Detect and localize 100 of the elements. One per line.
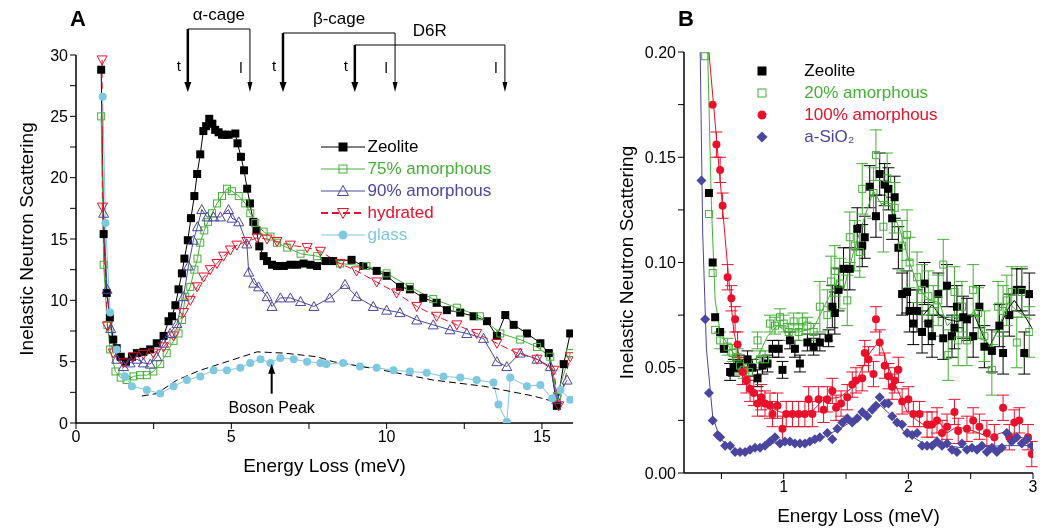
point (322, 360, 331, 369)
point (243, 266, 255, 277)
point (566, 349, 573, 358)
legend-label: 20% amorphous (804, 83, 929, 104)
point (456, 373, 465, 382)
point (187, 234, 199, 245)
point (156, 389, 165, 398)
point (256, 355, 265, 364)
y-tick-label: 0 (59, 414, 69, 432)
point (111, 353, 123, 364)
point (266, 232, 275, 241)
point (266, 300, 278, 311)
point (489, 378, 498, 387)
point (394, 307, 406, 318)
y-tick-label: 10 (50, 292, 69, 310)
point (227, 187, 236, 196)
chart-title: A (70, 6, 86, 31)
point (204, 217, 213, 226)
annotation: l (239, 59, 243, 76)
point (142, 385, 151, 394)
y-tick-label: 0.00 (644, 464, 677, 482)
legend-label: 75% amorphous (367, 158, 492, 179)
point (231, 240, 243, 251)
point (551, 394, 563, 405)
point (208, 209, 217, 218)
point (452, 303, 461, 312)
point (301, 243, 313, 254)
legend-label: Zeolite (367, 136, 419, 157)
point (516, 335, 525, 344)
point (295, 296, 307, 307)
point (350, 266, 362, 277)
point (472, 376, 481, 385)
point (461, 327, 473, 338)
annotation: Boson Peak (228, 398, 316, 416)
annotation: t (176, 57, 182, 74)
point (478, 332, 490, 343)
x-tick-label: 1 (779, 478, 789, 496)
point (371, 277, 383, 288)
point (451, 320, 463, 331)
point (184, 295, 196, 306)
point (471, 328, 483, 339)
point (431, 311, 443, 322)
point (405, 367, 414, 376)
legend-label: a-SiO₂ (804, 127, 855, 148)
point (196, 372, 205, 381)
point (222, 184, 231, 193)
point (248, 277, 260, 288)
point (99, 260, 108, 269)
point (491, 356, 503, 367)
point (536, 380, 545, 389)
legend-label: hydrated (367, 202, 434, 223)
point (427, 319, 439, 330)
point (233, 216, 245, 227)
point (339, 278, 351, 289)
point (196, 238, 205, 247)
point (266, 358, 275, 367)
point (218, 251, 230, 262)
point (164, 327, 176, 338)
point (246, 358, 255, 367)
point (324, 292, 336, 303)
point (204, 265, 216, 276)
point (223, 204, 235, 215)
point (350, 291, 362, 302)
point (367, 300, 379, 311)
point (106, 308, 115, 317)
point (355, 362, 364, 371)
point (101, 219, 110, 228)
legend-label: Zeolite (804, 61, 856, 82)
legend-label: 100% amorphous (804, 105, 938, 126)
point (391, 288, 403, 299)
annotation: t (343, 57, 349, 74)
text: D6R (412, 21, 447, 40)
x-tick-label: 0 (71, 428, 81, 446)
point (544, 361, 556, 372)
point (339, 358, 348, 367)
point (127, 382, 136, 391)
point (168, 331, 180, 342)
point (372, 363, 381, 372)
point (548, 394, 557, 403)
point (553, 401, 565, 412)
point (475, 312, 484, 321)
point (217, 192, 226, 201)
point (121, 372, 130, 381)
point (196, 204, 208, 215)
point (491, 338, 503, 349)
point (191, 221, 203, 232)
point (193, 254, 202, 263)
point (137, 349, 149, 360)
point (284, 292, 296, 303)
point (177, 291, 189, 302)
point (124, 357, 136, 368)
point (523, 382, 532, 391)
point (313, 252, 322, 261)
point (135, 371, 144, 380)
point (246, 209, 255, 218)
point (111, 367, 120, 376)
point (261, 291, 273, 302)
point (226, 212, 238, 223)
point (97, 112, 106, 121)
point (201, 211, 213, 222)
